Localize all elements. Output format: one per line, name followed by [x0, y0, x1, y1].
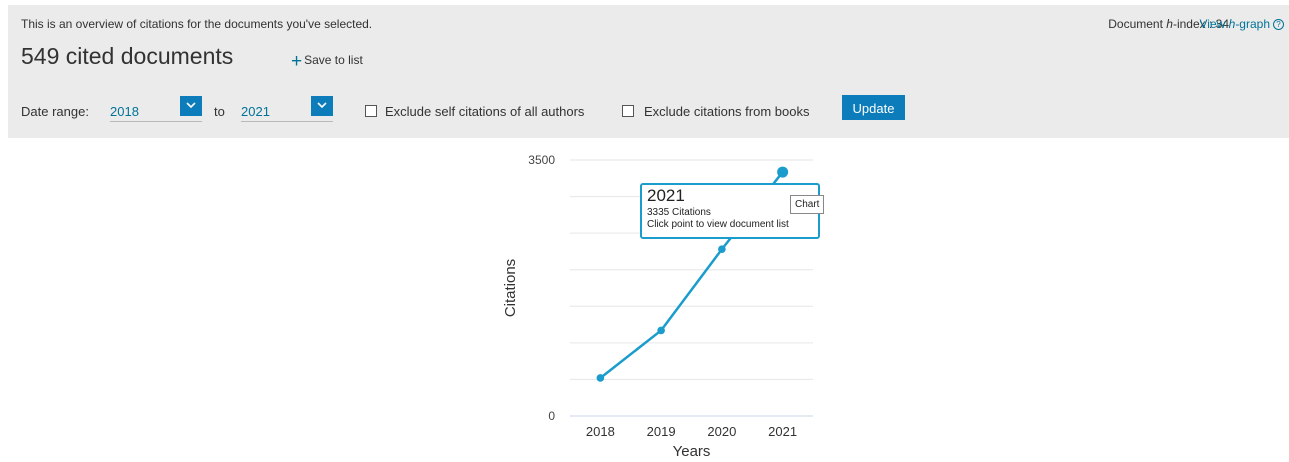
date-to-select[interactable]: 2021: [241, 95, 333, 122]
x-axis-label: Years: [673, 443, 711, 460]
data-point-2018[interactable]: [596, 374, 605, 382]
y-tick-label: 3500: [528, 153, 555, 167]
x-tick-label: 2019: [647, 424, 676, 439]
data-point-2021[interactable]: [777, 166, 789, 178]
x-tick-label: 2020: [707, 424, 736, 439]
tooltip-year: 2021: [647, 186, 685, 205]
help-icon[interactable]: ?: [1273, 19, 1284, 30]
document-h-index: Document h-index : 34: [1108, 17, 1229, 31]
chart-title-tooltip: Chart: [790, 195, 825, 214]
intro-text: This is an overview of citations for the…: [21, 17, 373, 31]
x-tick-label: 2018: [586, 424, 615, 439]
date-from-select[interactable]: 2018: [110, 95, 202, 122]
to-label: to: [214, 104, 225, 119]
chevron-down-icon[interactable]: [311, 96, 333, 116]
exclude-self-citations-checkbox[interactable]: [365, 105, 377, 117]
data-point-2019[interactable]: [657, 326, 665, 335]
view-h-graph-link[interactable]: View h-graph?: [1199, 17, 1284, 31]
point-tooltip: 2021 3335 Citations Click point to view …: [640, 183, 820, 239]
data-point-2020[interactable]: [718, 245, 726, 254]
exclude-self-citations-label[interactable]: Exclude self citations of all authors: [385, 104, 585, 119]
page-title: 549 cited documents: [21, 43, 234, 69]
plus-icon: +: [291, 51, 303, 72]
chevron-down-icon[interactable]: [180, 96, 202, 116]
tooltip-hint: Click point to view document list: [647, 219, 789, 230]
update-button[interactable]: Update: [842, 95, 905, 120]
tooltip-citations: 3335 Citations: [647, 207, 711, 218]
x-tick-label: 2021: [768, 424, 797, 439]
citation-overview-panel: This is an overview of citations for the…: [8, 5, 1289, 138]
date-range-label: Date range:: [21, 104, 89, 119]
save-to-list-label: Save to list: [304, 53, 363, 67]
save-to-list-button[interactable]: + Save to list: [291, 51, 363, 73]
exclude-books-checkbox[interactable]: [622, 105, 634, 117]
y-tick-label: 0: [548, 409, 555, 423]
date-from-value: 2018: [110, 104, 139, 119]
exclude-books-label[interactable]: Exclude citations from books: [644, 104, 810, 119]
y-axis-label: Citations: [502, 259, 519, 317]
date-to-value: 2021: [241, 104, 270, 119]
